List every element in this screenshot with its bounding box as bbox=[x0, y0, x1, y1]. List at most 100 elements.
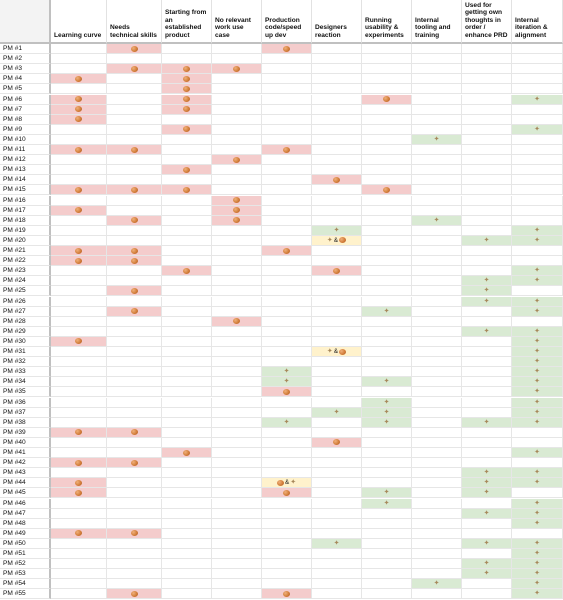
grid-cell[interactable] bbox=[212, 175, 262, 186]
grid-cell[interactable] bbox=[462, 377, 512, 388]
grid-cell[interactable] bbox=[51, 498, 107, 509]
grid-cell[interactable] bbox=[212, 448, 262, 459]
grid-cell[interactable] bbox=[312, 417, 362, 428]
grid-cell[interactable] bbox=[412, 195, 462, 206]
grid-cell[interactable] bbox=[412, 589, 462, 600]
grid-cell[interactable] bbox=[107, 94, 162, 105]
row-label[interactable]: PM #18 bbox=[0, 215, 51, 226]
grid-cell[interactable] bbox=[412, 94, 462, 105]
grid-cell[interactable] bbox=[162, 235, 212, 246]
grid-cell[interactable] bbox=[162, 407, 212, 418]
grid-cell[interactable] bbox=[107, 387, 162, 398]
row-label[interactable]: PM #14 bbox=[0, 175, 51, 186]
grid-cell[interactable] bbox=[262, 468, 312, 479]
grid-cell[interactable] bbox=[312, 478, 362, 489]
row-label[interactable]: PM #52 bbox=[0, 559, 51, 570]
grid-cell[interactable]: ✦ bbox=[462, 488, 512, 499]
grid-cell[interactable] bbox=[212, 579, 262, 590]
grid-cell[interactable] bbox=[412, 165, 462, 176]
grid-cell[interactable]: ✦ bbox=[512, 468, 563, 479]
grid-cell[interactable] bbox=[362, 437, 412, 448]
grid-cell[interactable] bbox=[262, 579, 312, 590]
grid-cell[interactable] bbox=[51, 94, 107, 105]
grid-cell[interactable] bbox=[362, 528, 412, 539]
grid-cell[interactable]: ✦ bbox=[462, 538, 512, 549]
grid-cell[interactable] bbox=[51, 266, 107, 277]
grid-cell[interactable] bbox=[362, 357, 412, 368]
column-header-3[interactable]: Starting from an established product bbox=[162, 0, 212, 44]
grid-cell[interactable] bbox=[212, 569, 262, 580]
grid-cell[interactable] bbox=[51, 347, 107, 358]
grid-cell[interactable] bbox=[412, 437, 462, 448]
grid-cell[interactable]: ✦ bbox=[512, 94, 563, 105]
grid-cell[interactable] bbox=[262, 165, 312, 176]
grid-cell[interactable] bbox=[162, 124, 212, 135]
grid-cell[interactable] bbox=[362, 347, 412, 358]
grid-cell[interactable] bbox=[412, 488, 462, 499]
grid-cell[interactable] bbox=[107, 448, 162, 459]
grid-cell[interactable] bbox=[51, 235, 107, 246]
grid-cell[interactable] bbox=[312, 569, 362, 580]
grid-cell[interactable] bbox=[51, 124, 107, 135]
grid-cell[interactable] bbox=[262, 518, 312, 529]
grid-cell[interactable] bbox=[462, 155, 512, 166]
grid-cell[interactable] bbox=[362, 134, 412, 145]
grid-cell[interactable] bbox=[312, 74, 362, 85]
grid-cell[interactable] bbox=[262, 508, 312, 519]
grid-cell[interactable] bbox=[212, 306, 262, 317]
grid-cell[interactable] bbox=[107, 235, 162, 246]
grid-cell[interactable] bbox=[512, 134, 563, 145]
grid-cell[interactable] bbox=[312, 114, 362, 125]
grid-cell[interactable] bbox=[107, 347, 162, 358]
grid-cell[interactable] bbox=[212, 44, 262, 55]
grid-cell[interactable] bbox=[107, 589, 162, 600]
grid-cell[interactable] bbox=[312, 256, 362, 267]
grid-cell[interactable] bbox=[412, 266, 462, 277]
grid-cell[interactable] bbox=[51, 326, 107, 337]
grid-cell[interactable]: ✦ bbox=[512, 478, 563, 489]
grid-cell[interactable]: ✦ bbox=[362, 417, 412, 428]
grid-cell[interactable] bbox=[51, 114, 107, 125]
grid-cell[interactable] bbox=[412, 347, 462, 358]
grid-cell[interactable] bbox=[362, 569, 412, 580]
grid-cell[interactable]: ✦ bbox=[512, 387, 563, 398]
grid-cell[interactable] bbox=[412, 256, 462, 267]
grid-cell[interactable] bbox=[162, 498, 212, 509]
grid-cell[interactable]: ✦ & bbox=[312, 235, 362, 246]
grid-cell[interactable] bbox=[462, 387, 512, 398]
grid-cell[interactable] bbox=[162, 296, 212, 307]
grid-cell[interactable] bbox=[512, 437, 563, 448]
grid-cell[interactable] bbox=[512, 104, 563, 115]
grid-cell[interactable]: ✦ bbox=[362, 306, 412, 317]
grid-cell[interactable] bbox=[412, 569, 462, 580]
grid-cell[interactable]: ✦ bbox=[512, 357, 563, 368]
grid-cell[interactable] bbox=[312, 266, 362, 277]
column-header-4[interactable]: No relevant work use case bbox=[212, 0, 262, 44]
row-label[interactable]: PM #32 bbox=[0, 357, 51, 368]
grid-cell[interactable] bbox=[312, 155, 362, 166]
grid-cell[interactable] bbox=[312, 589, 362, 600]
grid-cell[interactable] bbox=[512, 165, 563, 176]
grid-cell[interactable] bbox=[412, 538, 462, 549]
grid-cell[interactable] bbox=[412, 185, 462, 196]
grid-cell[interactable] bbox=[362, 84, 412, 95]
grid-cell[interactable] bbox=[312, 559, 362, 570]
grid-cell[interactable] bbox=[412, 377, 462, 388]
grid-cell[interactable] bbox=[412, 498, 462, 509]
grid-cell[interactable] bbox=[107, 417, 162, 428]
grid-cell[interactable] bbox=[412, 114, 462, 125]
grid-cell[interactable] bbox=[412, 448, 462, 459]
grid-cell[interactable] bbox=[412, 367, 462, 378]
grid-cell[interactable]: ✦ bbox=[512, 336, 563, 347]
grid-cell[interactable] bbox=[51, 185, 107, 196]
grid-cell[interactable] bbox=[412, 316, 462, 327]
grid-cell[interactable] bbox=[51, 579, 107, 590]
grid-cell[interactable] bbox=[412, 468, 462, 479]
grid-cell[interactable] bbox=[412, 518, 462, 529]
grid-cell[interactable] bbox=[107, 316, 162, 327]
row-label[interactable]: PM #12 bbox=[0, 155, 51, 166]
grid-cell[interactable] bbox=[162, 266, 212, 277]
grid-cell[interactable] bbox=[51, 589, 107, 600]
row-label[interactable]: PM #6 bbox=[0, 94, 51, 105]
grid-cell[interactable] bbox=[212, 74, 262, 85]
